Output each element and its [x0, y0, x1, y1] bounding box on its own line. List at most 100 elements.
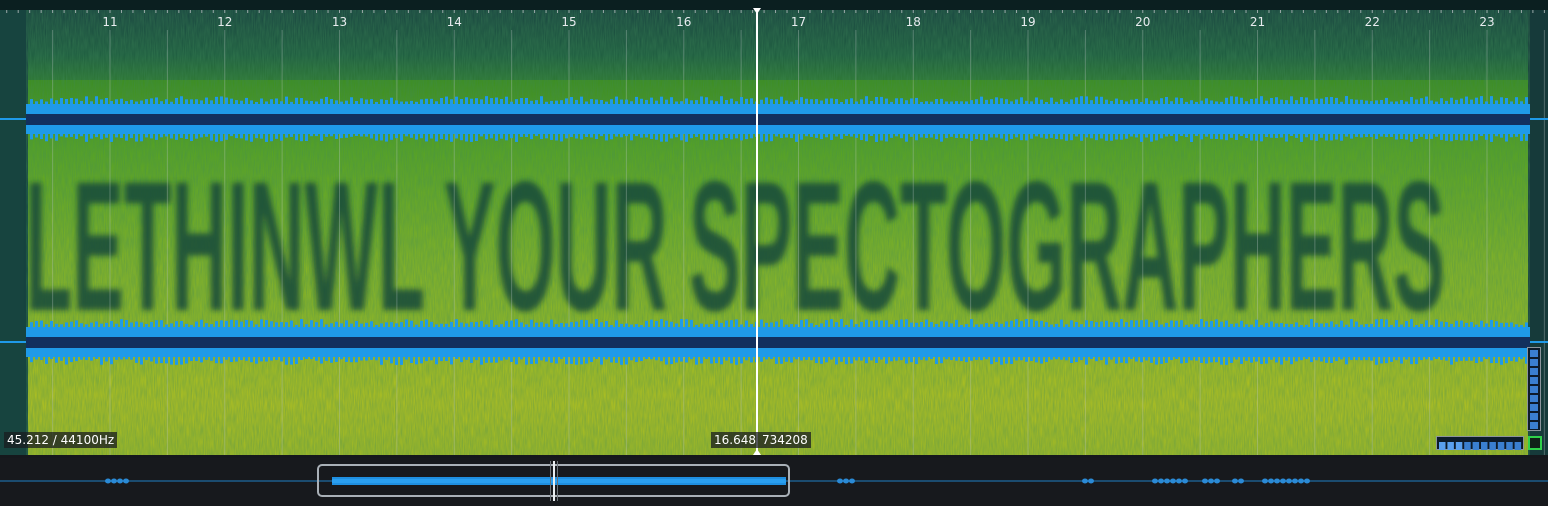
waveform-peak: [1515, 324, 1518, 327]
waveform-peak: [695, 357, 698, 365]
waveform-peak: [715, 134, 718, 141]
waveform-peak: [1270, 357, 1273, 360]
waveform-peak: [1260, 324, 1263, 327]
waveform-peak: [1280, 357, 1283, 365]
waveform-peak: [295, 357, 298, 364]
waveform-peak: [1030, 101, 1033, 104]
waveform-peak: [915, 97, 918, 104]
waveform-peak: [1450, 134, 1453, 142]
waveform-peak: [1100, 357, 1103, 361]
waveform-peak: [475, 98, 478, 104]
waveform-peak: [815, 324, 818, 327]
waveform-peak: [265, 101, 268, 104]
waveform-peak: [1505, 98, 1508, 104]
level-meter-vertical[interactable]: [1527, 347, 1541, 431]
waveform-peak: [1170, 357, 1173, 361]
waveform-peak: [405, 134, 408, 137]
playhead-marker-top[interactable]: [753, 8, 761, 14]
waveform-peak: [765, 322, 768, 327]
waveform-peak: [580, 96, 583, 104]
waveform-peak: [885, 98, 888, 104]
waveform-peak: [1075, 134, 1078, 137]
waveform-peak: [1060, 319, 1063, 327]
waveform-peak: [225, 134, 228, 140]
waveform-peak: [1305, 324, 1308, 327]
waveform-peak: [1180, 320, 1183, 327]
waveform-peak: [930, 357, 933, 360]
overview-panel[interactable]: [0, 458, 1548, 506]
waveform-peak: [830, 98, 833, 104]
waveform-peak: [855, 357, 858, 361]
waveform-peak: [820, 134, 823, 140]
waveform-peak: [120, 319, 123, 327]
waveform-peak: [45, 324, 48, 327]
waveform-peak: [1230, 323, 1233, 327]
waveform-peak: [680, 319, 683, 327]
waveform-peak: [1375, 357, 1378, 365]
waveform-peak: [1310, 319, 1313, 327]
waveform-peak: [530, 319, 533, 327]
waveform-peak: [245, 97, 248, 104]
waveform-peak: [520, 357, 523, 360]
waveform-peak: [400, 134, 403, 142]
waveform-peak: [805, 98, 808, 104]
waveform-peak: [1370, 323, 1373, 327]
waveform-peak: [1355, 357, 1358, 361]
waveform-peak: [880, 134, 883, 141]
waveform-peak: [635, 96, 638, 104]
waveform-peak: [1190, 357, 1193, 361]
waveform-peak: [295, 324, 298, 327]
square-toggle-icon[interactable]: [1528, 436, 1542, 450]
waveform-peak: [855, 101, 858, 104]
waveform-peak: [610, 357, 613, 363]
waveform-peak: [865, 319, 868, 327]
spectrogram-view[interactable]: LETHINWL YOUR SPECTOGRAPHERS 11 12 13 14 15 1…: [0, 0, 1548, 455]
waveform-peak: [135, 321, 138, 327]
waveform-peak: [1145, 134, 1148, 138]
waveform-peak: [690, 357, 693, 360]
waveform-peak: [505, 357, 508, 360]
waveform-peak: [1295, 322, 1298, 327]
waveform-peak: [740, 134, 743, 141]
frequency-readout: 45.212 / 44100Hz: [4, 432, 118, 448]
timeline-ruler[interactable]: [0, 0, 1548, 10]
waveform-peak: [1260, 357, 1263, 364]
waveform-peak: [715, 101, 718, 104]
meter-segment: [1455, 442, 1463, 450]
overview-peak: [837, 478, 843, 484]
waveform-peak: [700, 323, 703, 327]
overview-playhead[interactable]: [550, 461, 558, 501]
waveform-peak: [1470, 357, 1473, 361]
waveform-peak: [815, 99, 818, 104]
waveform-peak: [260, 357, 263, 362]
waveform-peak: [1370, 357, 1373, 361]
level-meter-horizontal[interactable]: [1436, 436, 1524, 450]
waveform-peak: [1310, 99, 1313, 104]
waveform-peak: [35, 134, 38, 138]
waveform-peak: [605, 134, 608, 141]
waveform-peak: [1415, 324, 1418, 327]
overview-peak: [1082, 478, 1088, 484]
waveform-peak: [1360, 99, 1363, 104]
waveform-peak: [1380, 99, 1383, 104]
waveform-peak: [195, 134, 198, 139]
waveform-peak: [850, 134, 853, 137]
waveform-peak: [180, 357, 183, 365]
waveform-peak: [1360, 134, 1363, 138]
waveform-peak: [490, 320, 493, 327]
waveform-peak: [1175, 134, 1178, 142]
waveform-peak: [655, 134, 658, 140]
waveform-peak: [685, 98, 688, 104]
waveform-peak: [145, 134, 148, 138]
waveform-peak: [150, 321, 153, 327]
waveform-peak: [1165, 357, 1168, 363]
waveform-peak: [745, 98, 748, 104]
waveform-peak: [930, 134, 933, 138]
waveform-peak: [820, 323, 823, 327]
waveform-peak: [855, 324, 858, 327]
waveform-peak: [140, 134, 143, 142]
waveform-peak: [445, 357, 448, 361]
spectrogram-canvas[interactable]: LETHINWL YOUR SPECTOGRAPHERS: [0, 0, 1548, 455]
waveform-peak: [85, 324, 88, 327]
waveform-peak: [250, 134, 253, 142]
